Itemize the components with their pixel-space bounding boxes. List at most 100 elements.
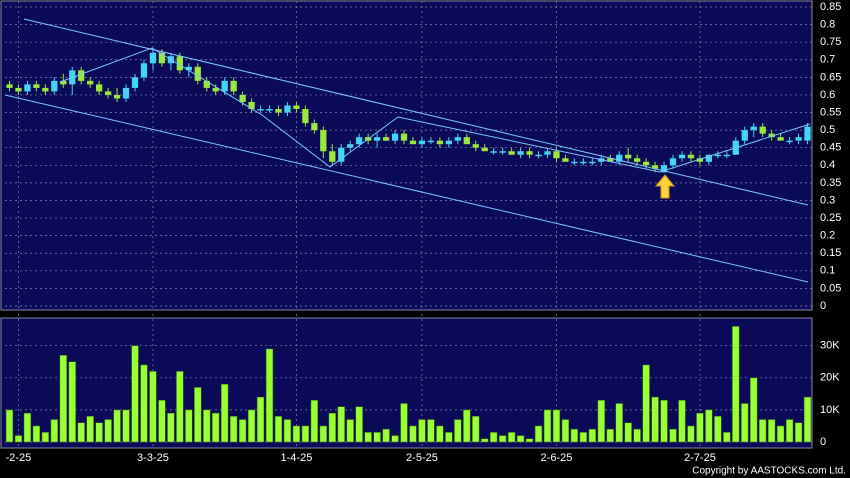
volume-bar [597,400,605,443]
candle-body [571,161,578,164]
volume-bar [490,432,498,443]
volume-bar [212,412,220,443]
volume-bar [247,409,256,443]
candle-body [212,87,219,92]
candle-body [203,80,210,88]
candle-body [293,105,300,110]
candle-body [185,66,192,71]
candle-body [535,154,542,157]
candle-body [499,151,506,153]
volume-bar [400,403,408,443]
candle-body [436,140,444,145]
volume-bar [86,416,94,443]
candle-body [741,130,748,141]
volume-bar [525,438,534,443]
candle-body [158,52,166,64]
candle-body [78,70,85,81]
candle-body [248,101,255,110]
y-tick-label: 0.4 [820,159,835,171]
candle-body [311,123,318,131]
volume-bar [507,432,516,443]
y-tick-label: 0.1 [820,265,835,277]
candle-body [42,87,49,92]
volume-bar [732,326,740,443]
volume-bar [651,396,659,443]
x-tick-label: 2-5-25 [406,452,438,464]
candle-body [391,133,399,141]
candle-body [239,94,246,102]
volume-bar [714,416,722,443]
candle-body [553,151,560,159]
candle-body [616,154,623,162]
candle-body [445,140,452,145]
candle-body [338,147,345,162]
volume-bar [203,409,211,443]
candle-body [580,161,587,164]
volume-bar [14,435,23,443]
volume-bar [140,364,148,443]
candle-body [96,84,103,92]
volume-bar [221,383,229,443]
volume-bar [194,387,202,443]
candle-body [750,126,757,131]
volume-bar [606,428,614,443]
y-tick-label: 0.05 [820,282,841,294]
candle-body [777,137,784,141]
volume-bar [750,377,758,443]
volume-bar [454,419,462,443]
candle-body [302,109,309,124]
x-tick-label: 2-6-25 [541,452,573,464]
volume-bar [678,400,686,443]
volume-bar [355,406,363,443]
x-tick-label: 2-7-25 [684,452,716,464]
y-tick-label: 0.5 [820,124,835,136]
candle-body [795,137,802,141]
y-tick-label: 0.6 [820,89,835,101]
volume-bar [579,432,588,443]
candle-body [544,151,551,155]
volume-bar [283,419,292,443]
candle-body [625,154,632,159]
volume-bar [41,432,50,443]
volume-bar [409,425,417,443]
volume-bar [373,432,381,443]
volume-bar [687,425,695,443]
candle-body [463,137,470,145]
volume-bar [534,425,543,443]
volume-bar [68,361,76,443]
volume-bar [274,416,283,443]
y-tick-label: 0.35 [820,177,841,189]
candle-body [427,140,435,143]
candle-body [230,80,237,92]
candle-body [472,144,479,148]
x-tick-label: -2-25 [6,452,32,464]
trendlines [4,18,811,283]
volume-bar [588,428,596,443]
y-tick-label: 0.45 [820,142,841,154]
volume-bar [59,355,67,443]
candle-body [149,52,157,64]
volume-bar [481,438,489,443]
candle-body [660,165,668,173]
candle-body [284,105,291,113]
volume-bar [104,419,112,443]
candle-body [87,80,94,85]
volume-bar [723,432,731,443]
price-panel [0,0,813,311]
volume-bar [391,435,399,443]
candle-body [356,137,363,145]
volume-bar [445,432,453,443]
candle-body [687,154,695,159]
candle-body [15,87,22,92]
volume-bar [633,428,641,443]
copyright: Copyright by AASTOCKS.com Ltd. [692,466,846,477]
volume-bar [472,416,480,443]
y-tick-label: 10K [820,404,840,416]
candle-body [33,84,40,88]
y-tick-label: 0.75 [820,36,841,48]
volume-bar [696,412,704,443]
volume-bar [337,406,345,443]
volume-bar [642,364,650,443]
candle-body [759,126,766,134]
